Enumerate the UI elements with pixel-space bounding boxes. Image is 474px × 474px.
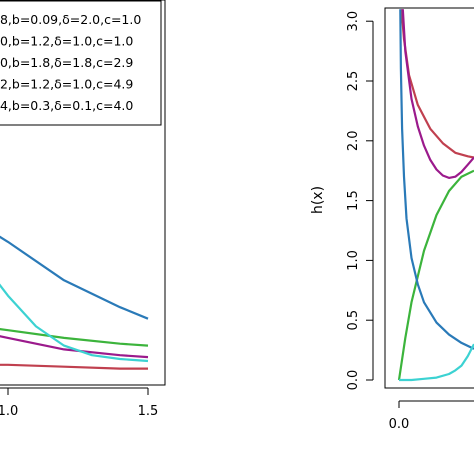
series-line-1 [0,363,148,370]
y-tick-label: 1.5 [346,190,361,211]
series-lines [397,9,474,382]
right-chart: 0.0 0.5 1.0 1.5 2.0 2.5 3.0 h(x) 0.0 [310,7,474,432]
x-tick-label: 1.5 [138,404,159,419]
series-line-2 [0,335,149,359]
series-line-5 [0,283,149,363]
legend: .8,b=0.09,δ=2.0,c=1.0 .0,b=1.2,δ=1.0,c=1.… [0,0,162,126]
plot-frame [0,0,166,386]
series-lines [0,235,149,370]
left-chart: 1.0 1.5 .8,b=0.09,δ=2.0,c=1.0 .0,b=1.2,δ=1.… [0,0,166,419]
y-tick-label: 2.5 [346,71,361,92]
series-line-1 [400,9,474,159]
y-tick-label: 1.0 [346,250,361,271]
y-axis-label: h(x) [310,186,326,214]
y-tick-label: 3.0 [346,11,361,32]
series-line-2 [401,9,474,179]
x-tick-label: 0.0 [389,417,410,432]
plot-frame [384,7,474,389]
series-line-4 [0,235,149,320]
legend-box [0,0,162,126]
legend-entry-1: .8,b=0.09,δ=2.0,c=1.0 [0,12,141,27]
y-tick-label: 0.0 [346,370,361,391]
x-tick-label: 1.0 [0,404,18,419]
series-line-5 [399,343,474,382]
legend-entry-3: .0,b=1.8,δ=1.8,c=2.9 [0,55,133,70]
series-line-3 [0,328,149,347]
y-tick-label: 2.0 [346,130,361,151]
series-line-3 [397,169,474,381]
legend-entry-4: .2,b=1.2,δ=1.0,c=4.9 [0,77,133,92]
series-line-4 [399,9,474,350]
legend-entry-2: .0,b=1.2,δ=1.0,c=1.0 [0,34,133,49]
y-tick-label: 0.5 [346,310,361,331]
legend-entry-5: .4,b=0.3,δ=0.1,c=4.0 [0,98,133,113]
